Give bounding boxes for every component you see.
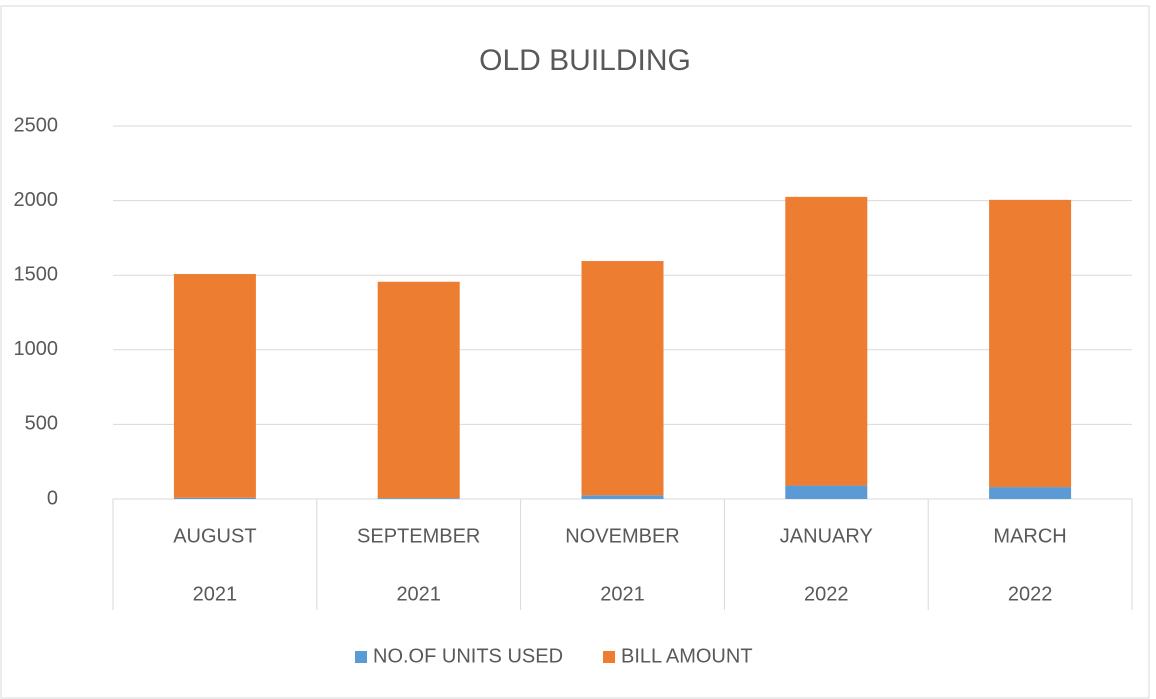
y-tick-label: 2000: [14, 189, 59, 211]
x-tick-label: AUGUST: [173, 525, 256, 547]
legend-swatch: [603, 651, 616, 663]
y-tick-label: 1500: [14, 263, 59, 285]
legend-label: BILL AMOUNT: [621, 645, 753, 667]
x-tick-label: 2022: [804, 583, 849, 605]
y-tick-label: 0: [47, 487, 58, 509]
bar-segment: [785, 485, 868, 499]
y-tick-label: 500: [25, 413, 58, 435]
bar-segment: [581, 261, 664, 496]
bar-segment: [377, 281, 460, 499]
bar-segment: [785, 196, 868, 486]
bar-segment: [173, 274, 256, 498]
x-tick-label: SEPTEMBER: [357, 525, 480, 547]
bar-segment: [989, 487, 1072, 499]
x-tick-label: 2022: [1008, 583, 1053, 605]
legend-label: NO.OF UNITS USED: [373, 645, 563, 667]
x-tick-label: 2021: [193, 583, 238, 605]
x-tick-label: 2021: [396, 583, 441, 605]
x-tick-label: NOVEMBER: [565, 525, 679, 547]
bar-segment: [989, 199, 1072, 488]
bar-segment: [173, 497, 256, 499]
bar-segment: [377, 498, 460, 499]
y-tick-label: 2500: [14, 114, 59, 136]
chart-title: OLD BUILDING: [479, 44, 691, 77]
x-tick-label: MARCH: [993, 525, 1066, 547]
y-tick-label: 1000: [14, 338, 59, 360]
legend-swatch: [355, 651, 367, 663]
bar-segment: [581, 495, 664, 499]
x-tick-label: JANUARY: [780, 525, 873, 547]
x-tick-label: 2021: [600, 583, 645, 605]
chart-frame: [0, 5, 1150, 699]
